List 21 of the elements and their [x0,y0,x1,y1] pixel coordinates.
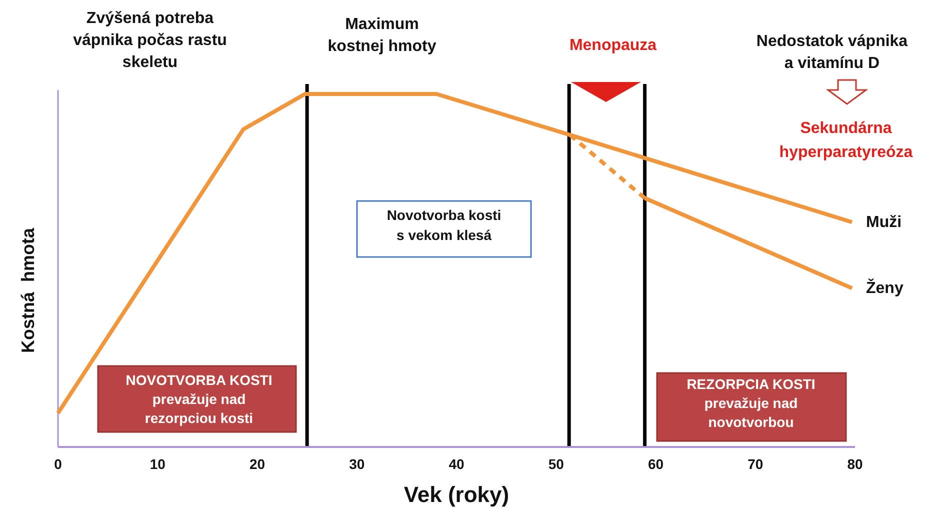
x-tick-label: 30 [349,456,365,472]
text: Menopauza [569,37,657,54]
x-tick-label: 0 [54,456,62,472]
x-tick-label: 20 [249,456,266,472]
annotation: REZORPCIA KOSTI prevažuje nad novotvorbou [686,376,816,430]
x-tick-label: 10 [150,456,166,472]
x-tick-label: 60 [648,456,664,472]
y-axis-title: Kostná hmota [18,227,38,354]
x-axis-title: Vek (roky) [404,482,510,507]
text: Nedostatok vápnika a vitamínu D [756,33,908,72]
x-tick-label: 80 [847,456,863,472]
annotation: Sekundárna hyperparatyreóza [779,120,913,161]
x-tick-label: 50 [548,456,564,472]
annotation: Novotvorba kosti s vekom klesá [386,207,502,243]
text: Zvýšená potreba vápnika počas rastu skeletu [73,10,227,71]
series-label: Muži [866,214,902,232]
x-tick-label: 70 [748,456,764,472]
series-label: Ženy [866,278,904,298]
text: Maximum kostnej hmoty [328,16,436,55]
annotation: NOVOTVORBA KOSTI prevažuje nad rezorpciou kosti [126,372,272,426]
x-tick-label: 40 [448,456,464,472]
